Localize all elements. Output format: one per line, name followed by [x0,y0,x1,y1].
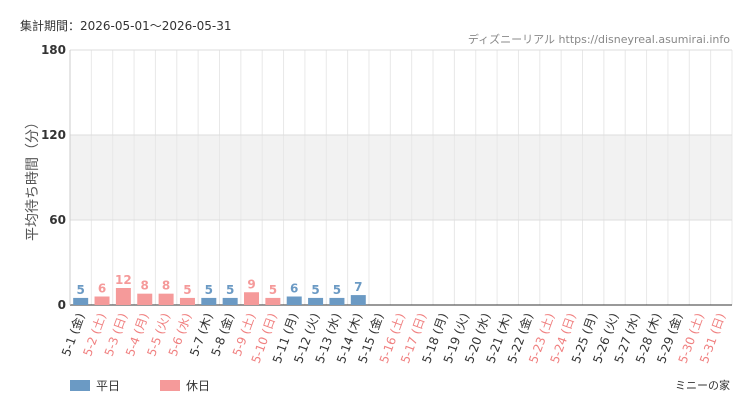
data-label: 9 [247,277,255,291]
data-label: 5 [269,283,277,297]
y-tick-label: 60 [49,213,66,227]
data-label: 6 [98,282,106,296]
bar [286,296,302,305]
data-label: 7 [354,280,362,294]
bar [179,297,195,305]
bar [350,295,366,305]
grid-band [70,135,732,220]
bar [115,288,131,305]
bar [308,297,324,305]
bar [137,293,153,305]
bar [222,297,238,305]
data-label: 8 [141,279,149,293]
data-label: 5 [311,283,319,297]
data-label: 5 [76,283,84,297]
legend-label: 休日 [186,379,210,393]
data-label: 6 [290,282,298,296]
data-label: 12 [115,273,132,287]
data-label: 5 [226,283,234,297]
y-tick-label: 120 [41,128,66,142]
data-label: 5 [333,283,341,297]
legend-label: 平日 [96,379,120,393]
data-label: 8 [162,279,170,293]
bar [329,297,345,305]
bar [244,292,260,305]
bar [94,296,110,305]
bar [73,297,89,305]
data-label: 5 [183,283,191,297]
bar [158,293,174,305]
legend-swatch [160,380,180,391]
chart-title: 集計期間：2026-05-01～2026-05-31 [20,18,231,33]
footer: ミニーの家 [675,378,730,392]
y-tick-label: 180 [41,43,66,57]
y-tick-label: 0 [58,298,66,312]
bar [265,297,281,305]
source: ディズニーリアル https://disneyreal.asumirai.inf… [468,32,730,46]
bar [201,297,217,305]
y-axis-label: 平均待ち時間（分） [25,115,41,241]
legend-swatch [70,380,90,391]
data-label: 5 [205,283,213,297]
